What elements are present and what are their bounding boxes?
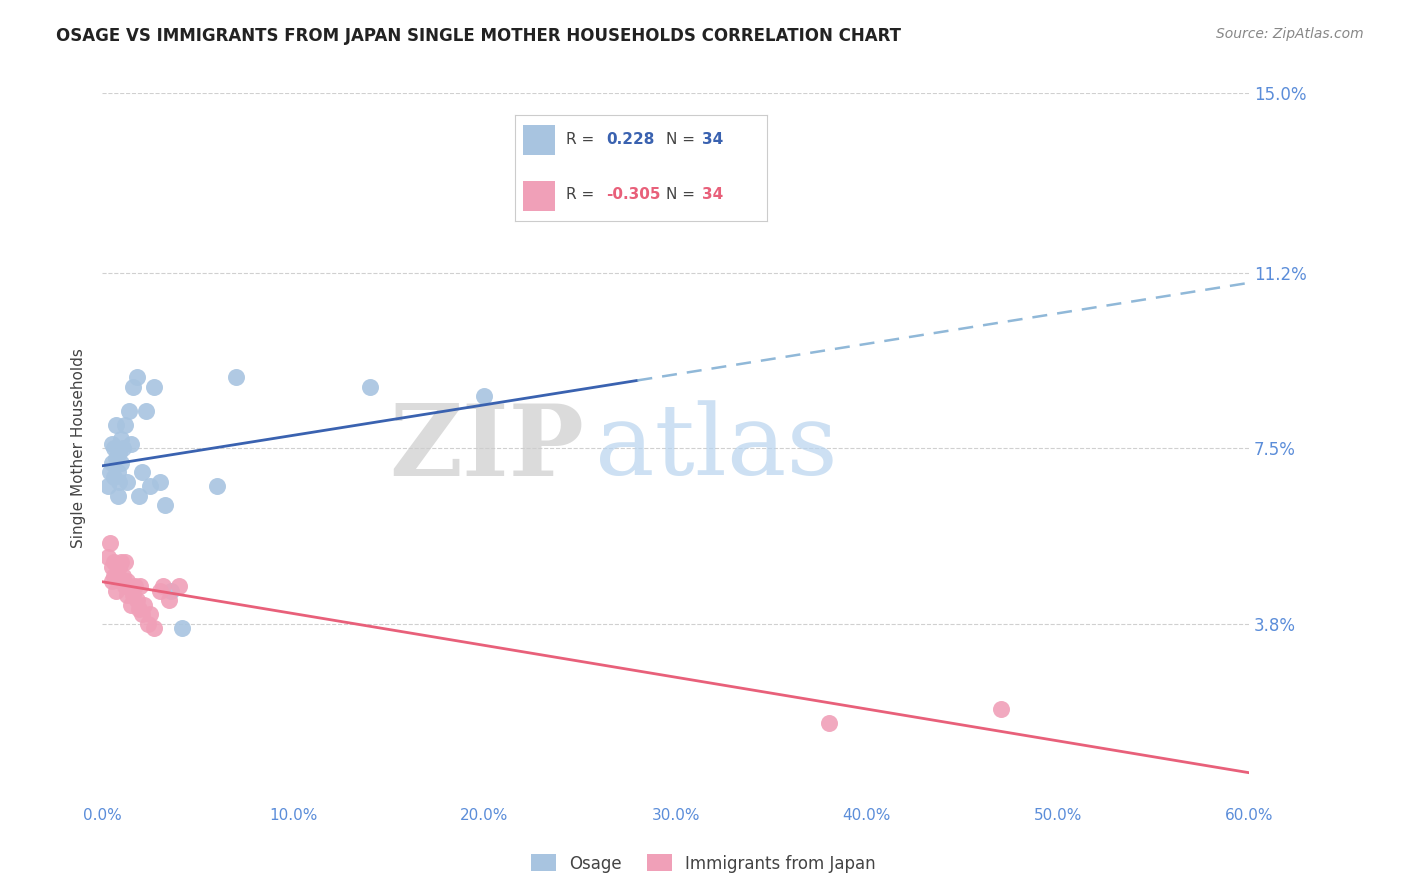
Point <box>108 559 131 574</box>
Point <box>121 588 143 602</box>
Point <box>160 583 183 598</box>
Point <box>131 607 153 622</box>
Point <box>98 465 121 479</box>
Point <box>155 498 177 512</box>
Point <box>359 380 381 394</box>
Point <box>129 579 152 593</box>
Point <box>110 574 132 588</box>
Point <box>148 475 170 489</box>
Point <box>474 389 496 403</box>
Point <box>167 579 190 593</box>
Point <box>108 446 131 460</box>
Point <box>128 489 150 503</box>
Point <box>100 559 122 574</box>
Point <box>97 550 120 565</box>
Point <box>142 380 165 394</box>
Point <box>990 702 1012 716</box>
Point <box>120 598 142 612</box>
Y-axis label: Single Mother Households: Single Mother Households <box>72 349 86 549</box>
Point <box>100 456 122 470</box>
Point <box>118 579 141 593</box>
Text: ZIP: ZIP <box>389 400 583 497</box>
Point <box>104 583 127 598</box>
Point <box>115 574 138 588</box>
Point <box>205 479 228 493</box>
Legend: Osage, Immigrants from Japan: Osage, Immigrants from Japan <box>524 847 882 880</box>
Point <box>103 555 125 569</box>
Point <box>97 479 120 493</box>
Point <box>225 370 247 384</box>
Point <box>135 403 157 417</box>
Point <box>115 475 138 489</box>
Point <box>121 380 143 394</box>
Point <box>100 574 122 588</box>
Point <box>103 470 125 484</box>
Point <box>172 622 194 636</box>
Point <box>107 489 129 503</box>
Point <box>112 569 135 583</box>
Point <box>139 479 162 493</box>
Point <box>124 579 146 593</box>
Point <box>114 417 136 432</box>
Point <box>139 607 162 622</box>
Point <box>125 593 148 607</box>
Text: atlas: atlas <box>595 401 838 496</box>
Point <box>152 579 174 593</box>
Text: OSAGE VS IMMIGRANTS FROM JAPAN SINGLE MOTHER HOUSEHOLDS CORRELATION CHART: OSAGE VS IMMIGRANTS FROM JAPAN SINGLE MO… <box>56 27 901 45</box>
Point <box>103 569 125 583</box>
Point <box>114 555 136 569</box>
Point <box>104 450 127 465</box>
Point <box>104 417 127 432</box>
Point <box>120 436 142 450</box>
Point <box>103 442 125 456</box>
Point <box>112 442 135 456</box>
Point <box>125 370 148 384</box>
Point <box>157 593 180 607</box>
Point <box>100 436 122 450</box>
Point <box>108 475 131 489</box>
Point <box>131 465 153 479</box>
Point <box>118 403 141 417</box>
Point <box>134 598 156 612</box>
Point <box>115 588 138 602</box>
Point <box>107 465 129 479</box>
Point <box>110 432 132 446</box>
Text: Source: ZipAtlas.com: Source: ZipAtlas.com <box>1216 27 1364 41</box>
Point <box>128 602 150 616</box>
Point <box>136 616 159 631</box>
Point <box>110 555 132 569</box>
Point <box>98 536 121 550</box>
Point <box>114 579 136 593</box>
Point <box>817 716 839 731</box>
Point <box>142 622 165 636</box>
Point <box>110 456 132 470</box>
Point <box>148 583 170 598</box>
Point <box>107 569 129 583</box>
